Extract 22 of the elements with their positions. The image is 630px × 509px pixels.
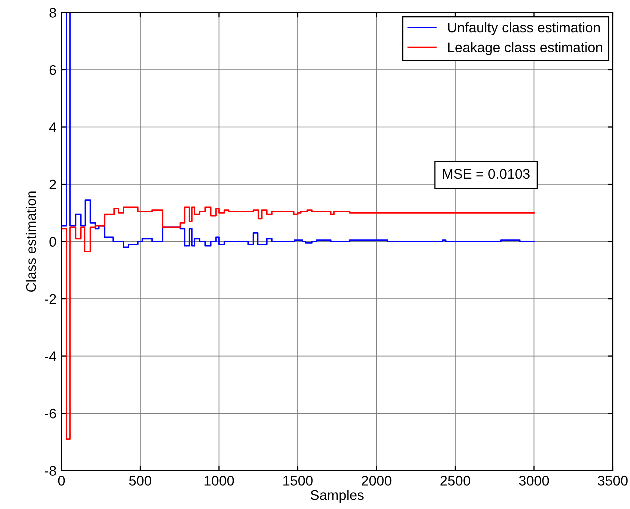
y-tick-label: -2 bbox=[45, 294, 56, 304]
x-tick-label: 3500 bbox=[598, 476, 628, 486]
y-axis-title: Class estimation bbox=[26, 192, 36, 292]
x-tick-label: 1500 bbox=[284, 476, 313, 486]
y-tick-label: 4 bbox=[49, 122, 56, 132]
legend-label: Leakage class estimation bbox=[448, 42, 602, 56]
y-tick-label: 2 bbox=[50, 180, 56, 190]
y-tick-label: -4 bbox=[45, 352, 56, 362]
y-tick-label: 8 bbox=[50, 8, 56, 18]
legend-label: Unfaulty class estimation bbox=[448, 22, 600, 36]
x-axis-title: Samples bbox=[310, 490, 364, 503]
x-tick-label: 500 bbox=[129, 476, 152, 486]
x-tick-label: 0 bbox=[58, 476, 66, 486]
x-tick-label: 3000 bbox=[519, 476, 550, 486]
y-tick-label: -8 bbox=[45, 466, 56, 476]
x-tick-label: 2500 bbox=[440, 476, 470, 486]
x-tick-label: 2000 bbox=[362, 476, 392, 486]
x-tick-label: 1000 bbox=[204, 476, 234, 486]
y-tick-label: -6 bbox=[45, 408, 56, 419]
annotation: MSE = 0.0103 bbox=[443, 169, 530, 180]
y-tick-label: 6 bbox=[50, 65, 56, 76]
y-tick-label: 0 bbox=[50, 237, 56, 247]
